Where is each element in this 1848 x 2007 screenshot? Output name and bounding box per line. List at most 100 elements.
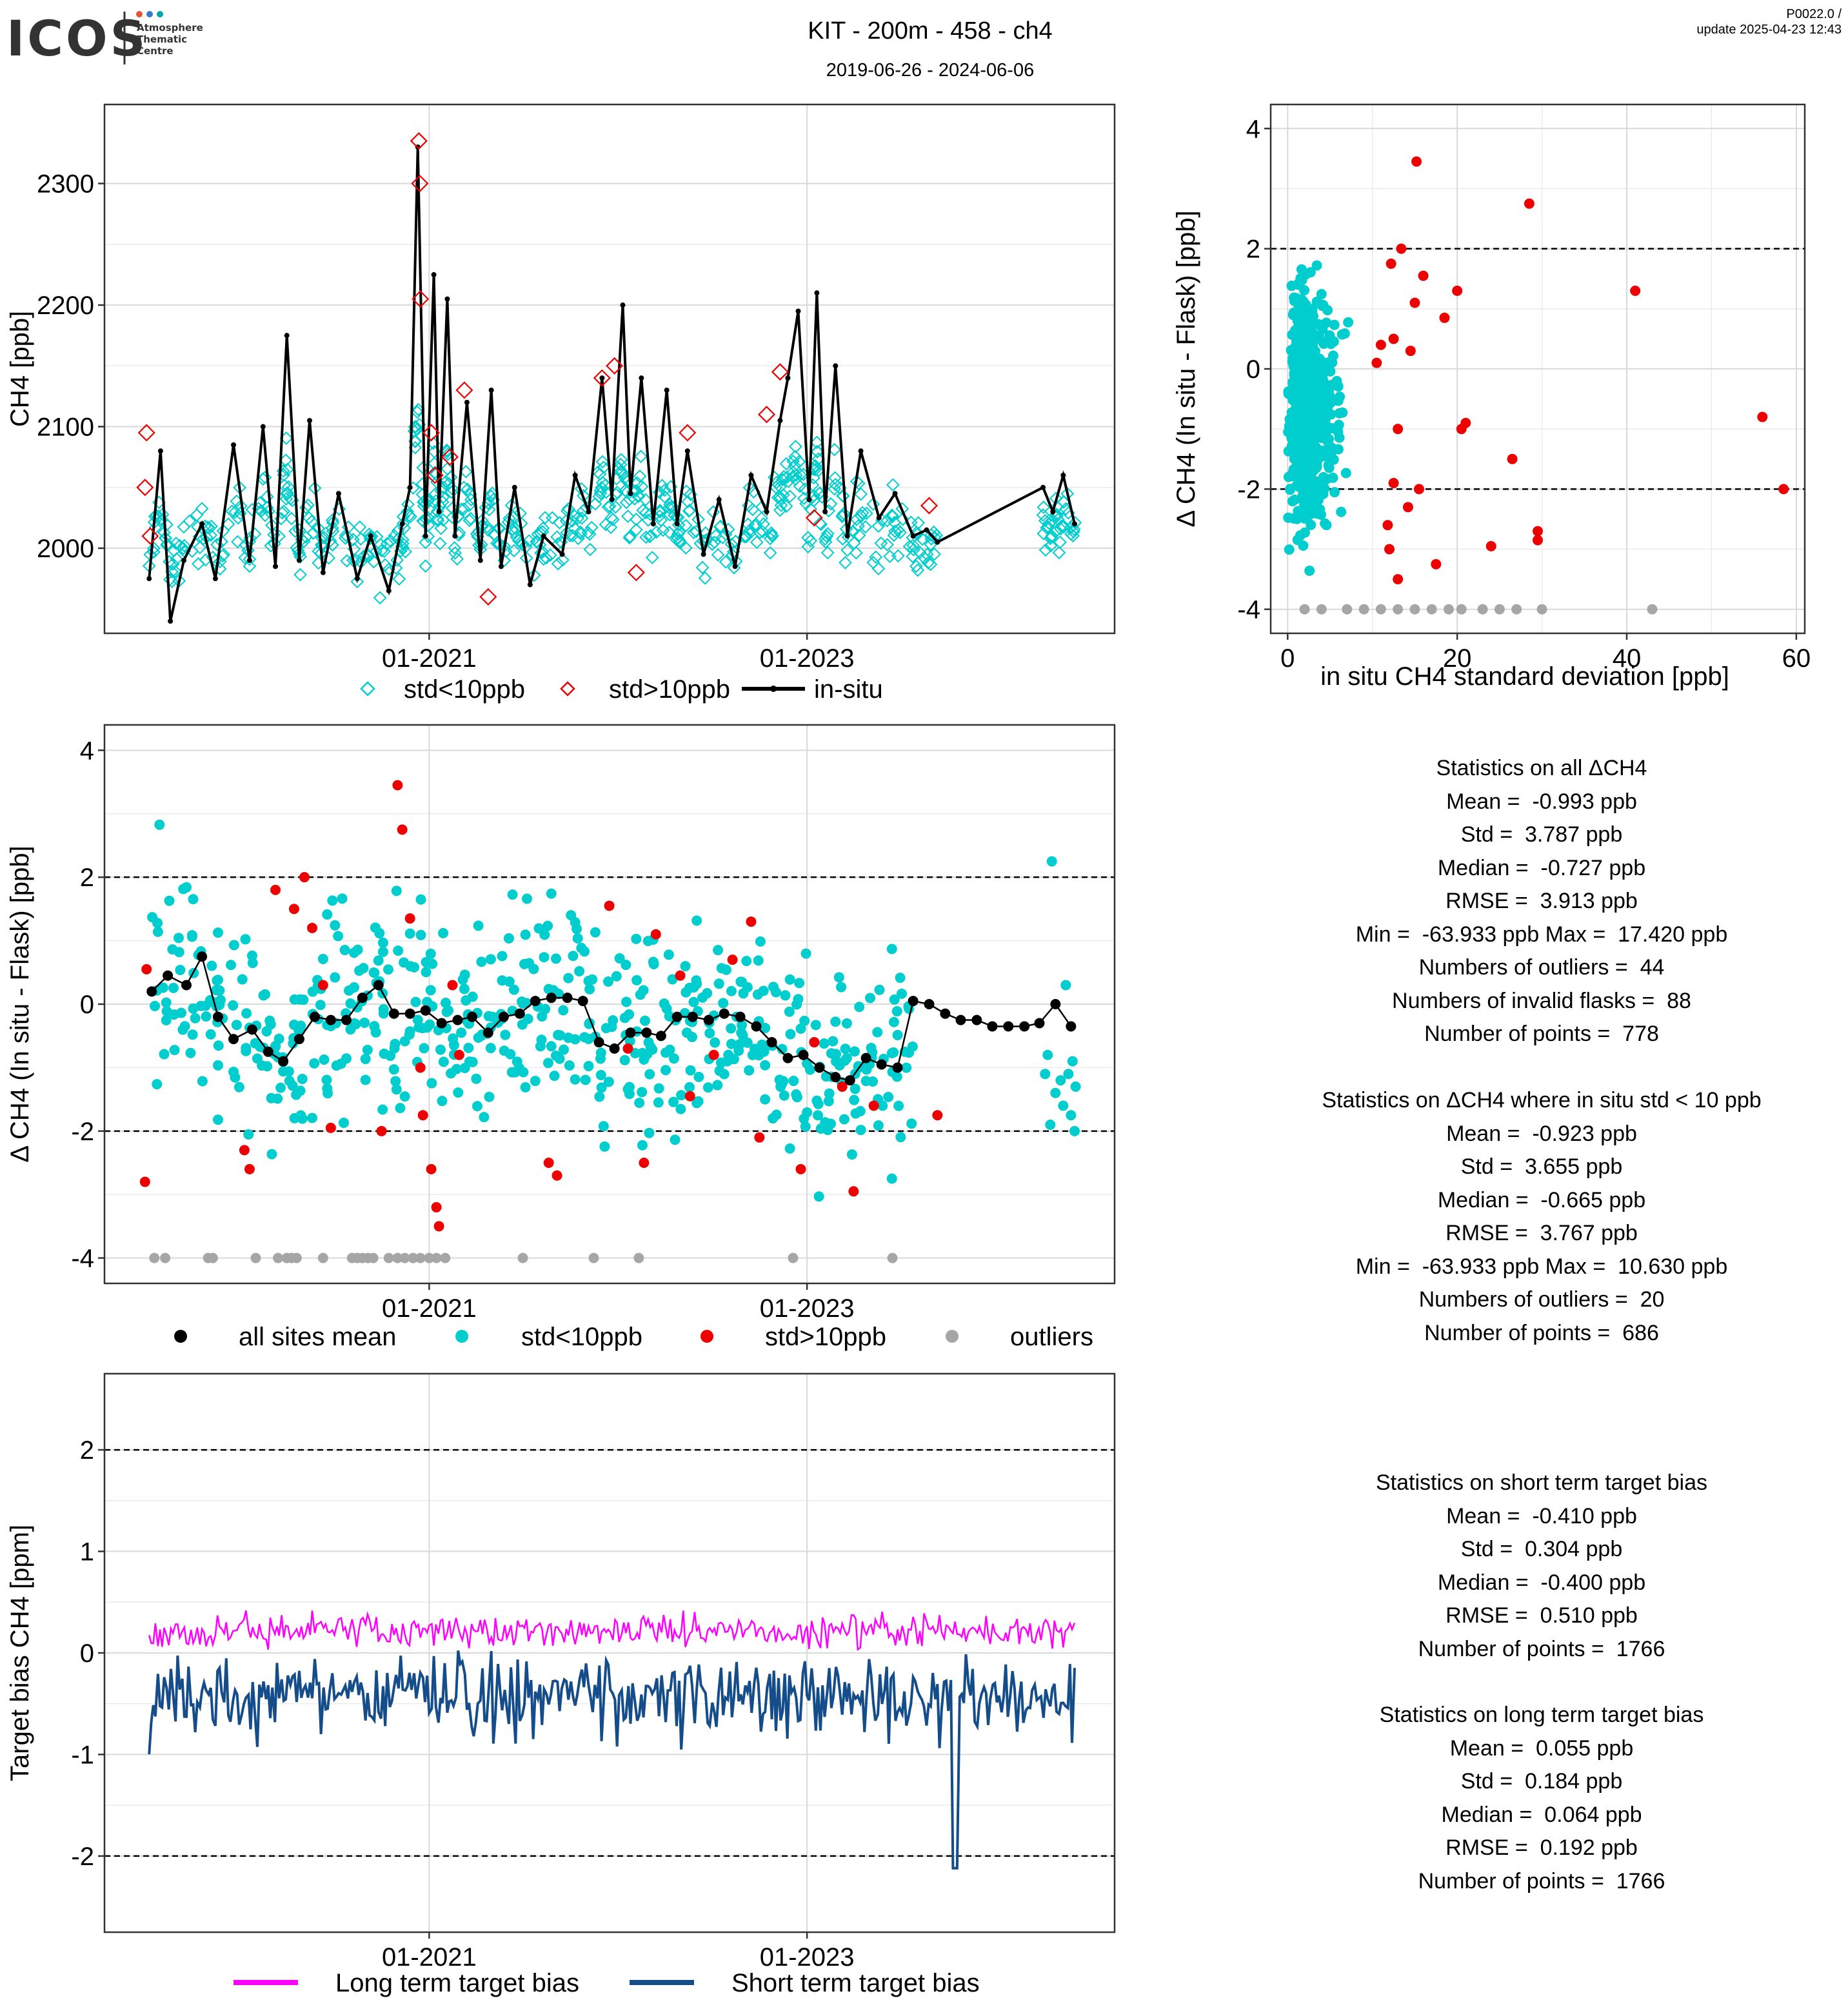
dvs-std-lt10-point (1299, 500, 1310, 511)
delta-std-gt10-point (675, 970, 686, 981)
delta-outlier-point (207, 1252, 218, 1263)
delta-std-lt10-point (570, 1074, 581, 1085)
dvs-std-gt10-point (1402, 502, 1413, 513)
ch4-in-situ-point (246, 557, 252, 563)
ch4-std-lt10-marker (288, 524, 302, 539)
dvs-std-lt10-point (1337, 407, 1348, 418)
ch4-std-lt10-marker (804, 534, 818, 548)
ch4-in-situ-point (284, 333, 290, 339)
stats-all-mean: Mean = -0.993 ppb (1446, 789, 1637, 814)
delta-std-gt10-point (543, 1158, 554, 1169)
dvs-std-lt10-point (1335, 391, 1346, 402)
ch4-std-lt10-marker (639, 506, 653, 520)
ch4-std-lt10-marker (666, 500, 681, 515)
delta-std-lt10-point (794, 978, 805, 989)
delta-std-lt10-point (337, 893, 348, 904)
delta-std-lt10-point (237, 974, 248, 985)
ch4-std-lt10-marker (1038, 543, 1053, 557)
delta-std-lt10-point (1066, 1110, 1077, 1121)
ch4-in-situ-point (498, 564, 504, 569)
ch4-std-lt10-marker (281, 480, 295, 494)
delta-std-lt10-point (519, 958, 530, 969)
ch4-std-lt10-marker (457, 502, 471, 516)
dvs-std-lt10-point (1329, 487, 1340, 498)
delta-std-lt10-point (448, 1040, 459, 1051)
ch4-y-tick-label: 2000 (37, 535, 94, 563)
delta-std-lt10-point (330, 972, 341, 983)
ch4-in-situ-point (306, 418, 312, 424)
delta-std-lt10-point (886, 944, 897, 954)
delta-std-lt10-point (377, 946, 388, 957)
stats-all-minmax: Min = -63.933 ppb Max = 17.420 ppb (1355, 922, 1728, 947)
dvs-std-lt10-point (1293, 417, 1304, 428)
dvs-std-gt10-point (1757, 411, 1768, 422)
legend-std-gt10-label: std>10ppb (609, 675, 730, 704)
ch4-std-lt10-marker (375, 544, 388, 558)
ch4-in-situ-point (527, 582, 533, 588)
delta-std-lt10-point (517, 1019, 528, 1030)
dvs-std-lt10-point (1324, 386, 1335, 397)
delta-x-tick-label: 01-2021 (382, 1294, 477, 1323)
ch4-std-lt10-marker (390, 553, 404, 568)
delta-std-gt10-point (415, 1062, 426, 1073)
ch4-std-lt10-marker (896, 512, 909, 526)
delta-std-lt10-point (201, 1011, 212, 1022)
delta-std-lt10-point (713, 945, 724, 956)
ch4-std-lt10-marker (216, 524, 230, 538)
dvs-std-gt10-point (1393, 424, 1404, 435)
delta-mean-point (625, 1027, 636, 1038)
delta-std-lt10-point (517, 998, 528, 1009)
delta-std-lt10-point (404, 928, 415, 939)
delta-std-lt10-point (760, 1023, 771, 1034)
delta-std-lt10-point (426, 1078, 437, 1089)
delta-std-lt10-point (415, 894, 426, 905)
dvs-std-lt10-point (1292, 398, 1303, 409)
ch4-std-lt10-marker (774, 499, 788, 512)
ch4-in-situ-point (822, 509, 828, 515)
ch4-std-gt10-marker (805, 509, 823, 527)
delta-std-lt10-point (1050, 1087, 1061, 1098)
delta-std-gt10-point (837, 1081, 848, 1092)
dvs-outlier-point (1477, 604, 1488, 615)
bias-y-tick-label: 1 (80, 1538, 94, 1567)
delta-mean-point (892, 1062, 903, 1073)
dvs-std-lt10-point (1336, 506, 1347, 517)
stats-long-median: Median = 0.064 ppb (1441, 1802, 1642, 1827)
dvs-std-gt10-point (1533, 526, 1543, 537)
delta-std-gt10-point (299, 872, 310, 883)
delta-std-lt10-point (152, 926, 163, 937)
delta-std-lt10-point (508, 984, 519, 995)
dvs-std-lt10-point (1294, 307, 1305, 318)
ch4-std-lt10-marker (322, 551, 336, 565)
delta-legend: all sites mean std<10ppb std>10ppb outliers (174, 1323, 1093, 1351)
ch4-std-lt10-marker (859, 520, 873, 534)
dvs-outlier-point (1393, 604, 1404, 615)
delta-std-lt10-point (855, 1125, 866, 1136)
delta-std-lt10-point (540, 1004, 551, 1014)
legend-in-situ-point (770, 686, 777, 692)
ch4-std-lt10-marker (1057, 495, 1071, 509)
ch4-std-lt10-marker (583, 542, 597, 557)
ch4-std-gt10-marker (411, 174, 429, 193)
ch4-in-situ-point (1040, 484, 1046, 490)
delta-std-lt10-point (147, 912, 158, 923)
delta-std-lt10-points (147, 819, 1081, 1202)
delta-std-gt10-point (376, 1125, 387, 1136)
ch4-std-gt10-marker (479, 588, 497, 606)
legend-mean-marker (174, 1330, 187, 1343)
dvs-std-gt10-point (1388, 478, 1399, 489)
delta-mean-point (263, 1046, 273, 1057)
dvs-std-lt10-point (1293, 439, 1304, 450)
dvs-std-lt10-point (1343, 317, 1354, 328)
ch4-std-lt10-marker (636, 503, 650, 517)
delta-std-lt10-point (826, 1118, 837, 1129)
ch4-in-situ-point (157, 448, 163, 454)
delta-std-lt10-point (369, 967, 380, 978)
ch4-std-lt10-marker (852, 528, 866, 542)
dvs-std-gt10-point (1405, 346, 1416, 357)
delta-mean-point (609, 1043, 620, 1054)
delta-std-lt10-point (233, 1082, 244, 1092)
ch4-std-lt10-marker (639, 530, 653, 544)
ch4-std-lt10-marker (837, 506, 851, 520)
delta-std-gt10-point (848, 1186, 859, 1197)
